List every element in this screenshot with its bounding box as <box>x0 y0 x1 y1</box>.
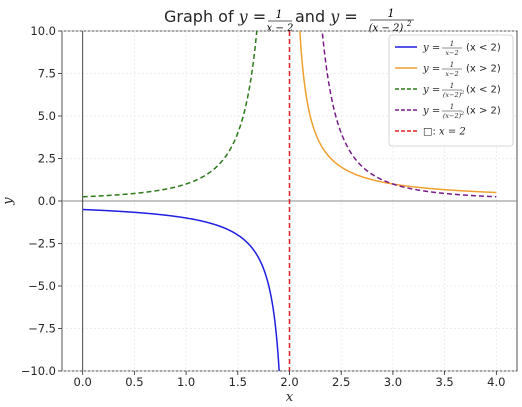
legend-lhs: y <box>422 85 429 96</box>
legend-lhs: y <box>422 106 429 117</box>
y-tick-label: −7.5 <box>28 322 56 336</box>
legend-denominator: x−2 <box>445 49 458 57</box>
x-tick-label: 3.5 <box>435 375 453 389</box>
legend-entry-4: y = 1(x−2) 2 (x > 2) <box>395 103 501 120</box>
y-tick-label: 7.5 <box>38 67 56 81</box>
svg-text:y =: y = <box>422 43 440 54</box>
svg-text:and y =: and y = <box>295 7 358 26</box>
y-tick-label: −10.0 <box>21 364 56 378</box>
title-joiner: and <box>295 7 330 26</box>
y-tick-label: 2.5 <box>38 152 56 166</box>
legend-denominator-exponent: 2 <box>460 111 464 117</box>
legend-asymptote-label: x = 2 <box>439 127 466 138</box>
y-axis-ticks: −10.0 −7.5 −5.0 −2.5 0.0 2.5 5.0 7.5 10.0 <box>21 24 62 378</box>
legend-condition: (x < 2) <box>466 85 501 96</box>
y-tick-label: 5.0 <box>38 109 56 123</box>
series-layer <box>82 31 497 371</box>
title-eq2-numerator: 1 <box>388 7 395 20</box>
legend-entry-asymptote: □: x = 2 <box>395 127 466 138</box>
series-line-3 <box>82 31 258 198</box>
legend-denominator: x−2 <box>445 70 458 78</box>
title-eq2-lhs: y <box>329 7 340 26</box>
svg-text:y =: y = <box>422 85 440 96</box>
legend-condition: (x < 2) <box>466 43 501 54</box>
legend: y = 1x−2 (x < 2)y = 1x−2 (x > 2)y = 1(x−2) 2 (x… <box>388 34 514 147</box>
legend-entry-2: y = 1x−2 (x > 2) <box>395 61 501 78</box>
series-line-2 <box>299 31 497 194</box>
legend-numerator: 1 <box>450 40 454 48</box>
legend-box <box>388 34 514 147</box>
x-axis-ticks: 0.0 0.5 1.0 1.5 2.0 2.5 3.0 3.5 4.0 <box>74 371 505 389</box>
x-tick-label: 3.0 <box>384 375 402 389</box>
series-line-4 <box>321 31 497 198</box>
x-tick-label: 0.5 <box>125 375 143 389</box>
legend-entry-3: y = 1(x−2) 2 (x < 2) <box>395 82 501 99</box>
legend-denominator: (x−2) <box>443 91 462 99</box>
legend-denominator: (x−2) <box>443 112 462 120</box>
legend-condition: (x > 2) <box>466 64 501 75</box>
title-eq2-denominator: (x − 2) <box>369 23 404 34</box>
y-tick-label: −2.5 <box>28 237 56 251</box>
x-tick-label: 1.5 <box>229 375 247 389</box>
y-tick-label: 10.0 <box>30 24 56 38</box>
legend-denominator-exponent: 2 <box>460 90 464 96</box>
svg-text:y =: y = <box>422 106 440 117</box>
x-tick-label: 0.0 <box>74 375 92 389</box>
y-axis-label: y <box>1 197 16 206</box>
legend-numerator: 1 <box>450 82 454 90</box>
x-tick-label: 2.0 <box>280 375 298 389</box>
chart-title: Graph of y = 1 x − 2 and y = 1 (x − 2) 2 <box>164 7 414 34</box>
title-prefix: Graph of <box>164 7 239 26</box>
legend-lhs: y <box>422 43 429 54</box>
svg-text:y =: y = <box>422 64 440 75</box>
y-tick-label: 0.0 <box>38 194 56 208</box>
legend-numerator: 1 <box>450 103 454 111</box>
title-eq1-lhs: y <box>238 7 249 26</box>
svg-text:□: x = 2: □: x = 2 <box>423 127 466 138</box>
title-eq1-numerator: 1 <box>276 8 283 21</box>
legend-entry-1: y = 1x−2 (x < 2) <box>395 40 501 57</box>
legend-lhs: y <box>422 64 429 75</box>
title-eq2-denominator-exponent: 2 <box>406 20 412 28</box>
title-eq1-denominator: x − 2 <box>267 23 294 34</box>
x-tick-label: 2.5 <box>332 375 350 389</box>
x-tick-label: 1.0 <box>177 375 195 389</box>
legend-numerator: 1 <box>450 61 454 69</box>
x-axis-label: x <box>286 390 294 405</box>
legend-asymptote-prefix: □: <box>423 127 439 138</box>
x-tick-label: 4.0 <box>487 375 505 389</box>
legend-condition: (x > 2) <box>466 106 501 117</box>
y-tick-label: −5.0 <box>28 279 56 293</box>
series-line-1 <box>82 208 280 371</box>
svg-text:Graph of y =: Graph of y = <box>164 7 266 26</box>
